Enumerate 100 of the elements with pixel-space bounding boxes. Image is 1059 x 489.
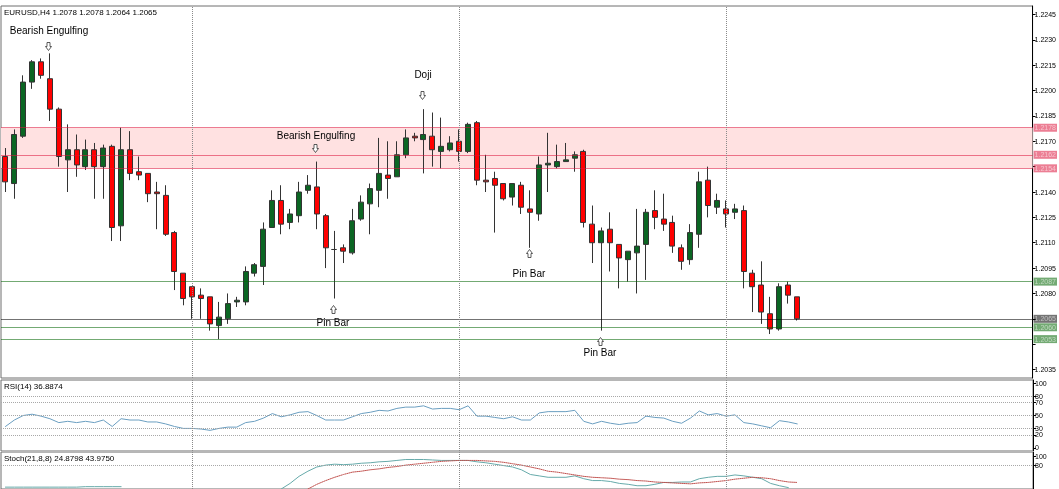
candlestick	[207, 296, 213, 332]
candlestick	[56, 106, 62, 168]
candlestick	[198, 287, 204, 320]
candlestick	[340, 243, 346, 264]
candlestick	[269, 189, 275, 229]
candlestick	[652, 189, 658, 230]
candlestick	[118, 127, 124, 242]
annotation: Bearish Engulfing	[276, 129, 356, 141]
candlestick	[492, 171, 498, 234]
candlestick	[643, 208, 649, 281]
candlestick	[723, 199, 729, 229]
candlestick	[785, 281, 791, 305]
candlestick	[420, 108, 426, 174]
candlestick	[749, 269, 755, 313]
candlestick	[518, 181, 524, 215]
candlestick	[572, 150, 578, 173]
candlestick	[776, 282, 782, 332]
candlestick	[216, 301, 222, 340]
candlestick	[705, 166, 711, 218]
candlestick	[634, 208, 640, 294]
candlestick	[456, 128, 462, 163]
candlestick	[741, 205, 747, 289]
candlestick	[2, 147, 8, 193]
candlestick	[109, 144, 115, 242]
candlestick	[732, 203, 738, 220]
candlestick	[180, 272, 186, 306]
candlestick	[38, 57, 44, 80]
candlestick	[65, 123, 71, 193]
candlestick	[225, 292, 231, 325]
candlestick	[314, 161, 320, 230]
candlestick	[11, 128, 17, 200]
chart-title: EURUSD,H4 1.2078 1.2078 1.2064 1.2065	[4, 7, 158, 17]
chart-title: RSI(14) 36.8874	[4, 381, 64, 391]
candlestick	[580, 149, 586, 229]
annotation: Pin Bar	[512, 267, 547, 279]
candlestick	[794, 296, 800, 322]
candlestick	[483, 154, 489, 193]
candlestick	[767, 296, 773, 335]
candlestick	[145, 172, 151, 203]
candlestick	[29, 59, 35, 90]
candlestick	[447, 135, 453, 152]
candlestick	[385, 140, 391, 200]
line-series	[4, 405, 798, 431]
annotation: Doji	[414, 68, 432, 80]
candlestick	[251, 262, 257, 278]
candlestick	[465, 122, 471, 154]
candlestick	[234, 296, 240, 308]
candlestick	[714, 193, 720, 215]
candlestick	[331, 230, 337, 300]
candlestick	[589, 205, 595, 264]
candlestick	[403, 128, 409, 159]
candlestick	[554, 144, 560, 169]
candlestick	[367, 183, 373, 235]
candlestick	[616, 243, 622, 289]
candlestick	[687, 223, 693, 266]
candlestick	[323, 213, 329, 269]
candlestick	[91, 142, 97, 200]
candlestick	[287, 208, 293, 230]
candlestick	[429, 112, 435, 168]
annotation: Pin Bar	[316, 316, 351, 328]
candlestick	[412, 132, 418, 142]
candlestick	[394, 140, 400, 178]
candlestick	[47, 52, 53, 122]
candlestick	[100, 144, 106, 200]
candlestick	[696, 171, 702, 249]
candlestick	[305, 174, 311, 195]
line-series	[307, 459, 798, 489]
candlestick	[545, 132, 551, 193]
candlestick	[296, 181, 302, 223]
annotation: Pin Bar	[583, 346, 618, 358]
candlestick	[349, 208, 355, 256]
candlestick	[678, 243, 684, 271]
candlestick	[509, 183, 515, 207]
candlestick	[74, 134, 80, 178]
candlestick	[376, 137, 382, 208]
candlestick	[189, 286, 195, 320]
candlestick	[758, 260, 764, 325]
candlestick	[82, 139, 88, 171]
candlestick	[358, 194, 364, 222]
candlestick	[563, 142, 569, 163]
candlestick	[127, 130, 133, 181]
candlestick	[536, 155, 542, 222]
candlestick	[154, 181, 160, 230]
candlestick	[171, 230, 177, 291]
candlestick	[260, 221, 266, 286]
candlestick	[598, 227, 604, 332]
candlestick	[20, 74, 26, 139]
candlestick	[625, 250, 631, 283]
candlestick	[243, 265, 249, 306]
candlestick	[438, 117, 444, 169]
candlestick	[527, 189, 533, 249]
annotation: Bearish Engulfing	[9, 24, 89, 36]
candlestick	[500, 183, 506, 201]
chart-title: Stoch(21,8,8) 24.8798 43.9750	[4, 453, 115, 463]
candlestick	[474, 120, 480, 186]
candlestick	[163, 184, 169, 237]
candlestick	[136, 155, 142, 181]
candlestick	[669, 215, 675, 254]
candlestick	[607, 211, 613, 272]
candlestick	[661, 193, 667, 232]
